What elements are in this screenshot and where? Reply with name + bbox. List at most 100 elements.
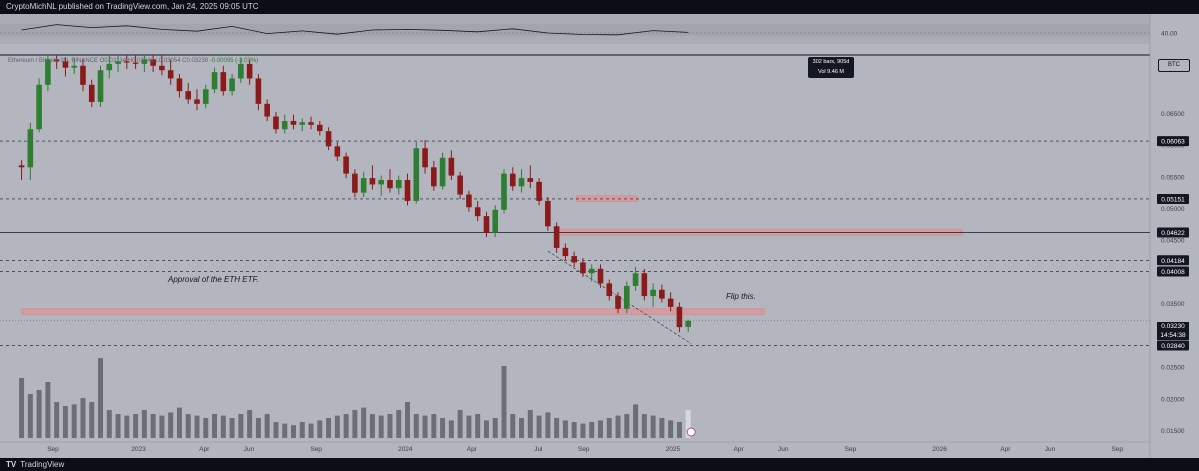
candle-body [536, 181, 542, 201]
candle-body [229, 78, 235, 92]
x-tick-label: Jun [778, 446, 789, 453]
volume-bar [413, 414, 419, 438]
candle-body [194, 99, 200, 104]
volume-bar [203, 418, 209, 438]
footer-brand: TradingView [20, 460, 65, 469]
volume-bar [238, 414, 244, 438]
x-tick-label: 2023 [131, 446, 146, 453]
candle-body [246, 63, 253, 79]
candle-body [676, 306, 683, 328]
candle-body [281, 120, 288, 130]
candle-body [667, 298, 674, 307]
level-label-bg [1157, 227, 1189, 238]
candle-body [211, 72, 218, 90]
tooltip-volume: Vol 9.46 M [818, 69, 844, 75]
candle-body [615, 296, 621, 309]
level-label-bg [1157, 136, 1189, 147]
candle-body [369, 178, 376, 185]
candle-body [527, 178, 534, 182]
volume-bar [641, 414, 647, 438]
candle-body [53, 59, 60, 62]
volume-bar [519, 418, 525, 438]
volume-bar [98, 358, 104, 438]
volume-bar [308, 423, 314, 438]
volume-bar [334, 415, 340, 438]
candle-body [597, 268, 604, 284]
candle-body [238, 63, 244, 79]
volume-bar [255, 418, 261, 438]
candle-body [360, 178, 367, 193]
level-label: 0.04622 [1161, 230, 1185, 237]
level-label-bg [1157, 266, 1189, 277]
candle-body [659, 289, 665, 299]
candle-body [562, 247, 569, 257]
candle-body [36, 84, 42, 130]
x-tick-label: Apr [1000, 446, 1011, 453]
x-tick-label: Jun [244, 446, 255, 453]
volume-bar [387, 414, 393, 438]
candle-body [325, 131, 332, 147]
candle-body [18, 165, 25, 168]
volume-bar [54, 402, 60, 438]
candle-body [378, 179, 384, 185]
volume-bar [659, 418, 665, 438]
volume-bar [150, 414, 156, 438]
candle-body [413, 148, 420, 201]
volume-bar [527, 410, 533, 438]
candle-body [606, 283, 613, 297]
volume-bar [378, 415, 384, 438]
volume-bar [133, 414, 139, 438]
range-tooltip: 302 bars, 905d Vol 9.46 M [808, 57, 854, 78]
candle-body [141, 59, 148, 64]
y-tick-label: 0.02500 [1161, 365, 1185, 372]
volume-bar [554, 418, 560, 438]
published-text: CryptoMichNL published on TradingView.co… [6, 2, 259, 11]
rsi-band [0, 24, 1150, 36]
candle-body [45, 59, 51, 85]
candle-body [641, 273, 648, 297]
level-label-bg [1157, 340, 1189, 351]
candle-body [588, 268, 595, 274]
level-label: 0.04008 [1161, 269, 1185, 276]
publish-header: CryptoMichNL published on TradingView.co… [0, 0, 1199, 14]
candle-body [623, 285, 630, 309]
level-label: 0.02840 [1161, 343, 1185, 350]
x-tick-label: Sep [47, 446, 59, 453]
etf-annotation: Approval of the ETH ETF. [168, 275, 259, 284]
volume-bar [176, 407, 182, 438]
candle-body [27, 129, 34, 168]
x-tick-label: 2026 [932, 446, 947, 453]
ohlc-text: O0.03134 H0.03248 L0.03054 C0.03230 [99, 58, 209, 64]
candle-body [387, 179, 393, 189]
price-chart[interactable]: 0.065000.060000.055000.050000.045000.040… [0, 14, 1199, 458]
volume-bar [27, 394, 33, 438]
volume-bar [676, 422, 682, 438]
volume-bar [317, 420, 323, 438]
candle-body [132, 62, 139, 64]
candle-body [185, 91, 192, 100]
candle-body [466, 194, 472, 208]
volume-bar [247, 410, 253, 438]
candle-body [80, 65, 86, 85]
volume-bar [124, 415, 130, 438]
y-tick-label: 0.06500 [1161, 111, 1185, 118]
replay-icon [686, 427, 696, 437]
volume-bar [536, 415, 542, 438]
candle-body [483, 216, 490, 233]
volume-bar [457, 410, 463, 438]
y-tick-label: 0.03500 [1161, 301, 1185, 308]
x-tick-label: Apr [467, 446, 478, 453]
candle-body [299, 122, 306, 125]
x-tick-label: Sep [845, 446, 857, 453]
volume-bar [571, 422, 577, 438]
candle-body [88, 84, 95, 102]
volume-bar [545, 412, 551, 438]
volume-bar [597, 420, 603, 438]
currency-badge[interactable]: BTC [1158, 59, 1190, 72]
candle-body [518, 178, 525, 187]
candle-body [545, 200, 551, 227]
candle-body [255, 78, 262, 104]
symbol-legend: Ethereum / Bitcoin, 3D, BINANCE O0.03134… [8, 58, 258, 64]
x-tick-label: Sep [1111, 446, 1123, 453]
candle-body [308, 122, 314, 125]
